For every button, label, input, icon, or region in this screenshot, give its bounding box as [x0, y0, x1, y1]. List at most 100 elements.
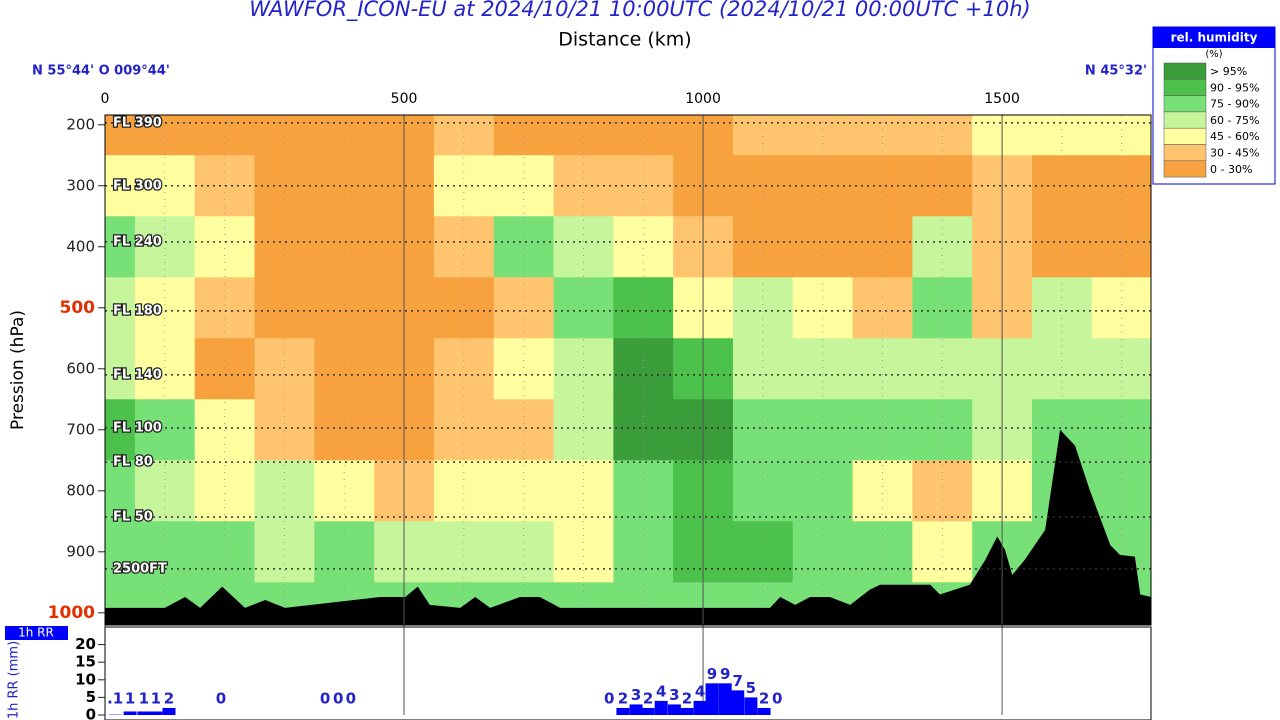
humidity-cell	[134, 115, 196, 156]
precip-y-label: 1h RR (mm)	[7, 641, 22, 719]
legend-title: rel. humidity	[1171, 31, 1258, 45]
precip-bar	[616, 707, 630, 715]
humidity-cell	[493, 115, 555, 156]
precip-bar	[137, 711, 151, 715]
humidity-cell	[852, 338, 913, 400]
humidity-cell	[105, 216, 136, 278]
y-tick-label: 400	[66, 237, 95, 255]
humidity-cell	[134, 521, 196, 583]
legend-label: > 95%	[1210, 65, 1247, 78]
humidity-cell	[254, 216, 315, 278]
y-tick-label: 500	[60, 298, 96, 318]
humidity-cell	[732, 277, 794, 339]
precip-frame	[104, 626, 1152, 720]
precip-value-label: 3	[669, 686, 679, 704]
humidity-cell	[553, 277, 614, 339]
precip-value-label: 2	[682, 689, 692, 707]
humidity-cell	[1031, 216, 1093, 278]
humidity-cell	[852, 460, 913, 522]
humidity-cell	[194, 216, 256, 278]
precip-value-label: 9	[720, 665, 730, 683]
x-tick-label: 1000	[685, 91, 721, 107]
humidity-cell	[105, 338, 136, 400]
humidity-cell	[553, 216, 614, 278]
legend-label: 90 - 95%	[1210, 81, 1259, 94]
humidity-cell	[553, 115, 614, 156]
precip-y-tick-label: 15	[75, 653, 96, 671]
legend-unit: (%)	[1205, 49, 1222, 60]
humidity-cell	[912, 277, 973, 339]
precip-bar	[629, 704, 643, 715]
humidity-cell	[852, 521, 913, 583]
humidity-cell	[613, 338, 674, 400]
precip-value-label: 0	[216, 690, 226, 708]
precip-bar	[718, 683, 732, 715]
humidity-cell	[254, 521, 315, 583]
humidity-cell	[553, 521, 614, 583]
precip-bar	[162, 707, 176, 715]
humidity-cell	[1091, 216, 1151, 278]
precip-value-label: 0	[604, 690, 614, 708]
flight-level-label: FL 180	[113, 303, 162, 318]
humidity-cell	[254, 115, 315, 156]
humidity-cell	[792, 338, 854, 400]
humidity-cell	[433, 521, 495, 583]
y-tick-label: 1000	[48, 603, 95, 623]
humidity-cell	[105, 115, 136, 156]
precip-bar	[123, 711, 137, 715]
humidity-cell	[1031, 277, 1093, 339]
precip-value-label: 4	[656, 682, 666, 700]
y-tick-label: 700	[66, 420, 95, 438]
humidity-cell	[134, 277, 196, 339]
humidity-cell	[613, 216, 674, 278]
humidity-cell	[105, 277, 136, 339]
y-tick-label: 300	[66, 176, 95, 194]
humidity-cell	[732, 216, 794, 278]
humidity-cell	[613, 115, 674, 156]
flight-level-label: FL 240	[113, 234, 162, 249]
terrain	[105, 429, 1151, 625]
precip-bar	[693, 700, 707, 715]
humidity-cell	[912, 115, 973, 156]
humidity-cell	[852, 115, 913, 156]
humidity-cell	[105, 460, 136, 522]
precip-value-label: 7	[733, 672, 743, 690]
humidity-cell	[493, 521, 555, 583]
humidity-cell	[194, 460, 256, 522]
flight-level-label: FL 390	[113, 115, 162, 130]
legend-swatch	[1163, 160, 1207, 178]
humidity-cell	[433, 277, 495, 339]
precip-value-label: 0	[346, 690, 356, 708]
precip-value-label: 4	[695, 682, 705, 700]
flight-level-label: FL 100	[113, 420, 162, 435]
humidity-cell	[433, 115, 495, 156]
humidity-cell	[732, 460, 794, 522]
precip-bar	[641, 707, 655, 715]
x-axis-label: Distance (km)	[558, 29, 691, 51]
humidity-cell	[613, 521, 674, 583]
humidity-cell	[613, 460, 674, 522]
y-tick-label: 900	[66, 542, 95, 560]
legend-header	[1153, 27, 1275, 48]
precip-value-label: 2	[164, 689, 174, 707]
precip-value-label: 3	[631, 686, 641, 704]
humidity-cell	[105, 521, 136, 583]
x-tick-label: 500	[391, 91, 418, 107]
end-location: N 45°32'	[1085, 64, 1147, 79]
humidity-cell	[912, 338, 973, 400]
humidity-cell	[732, 115, 794, 156]
humidity-field	[105, 115, 1151, 625]
humidity-cell	[314, 460, 375, 522]
humidity-cell	[613, 277, 674, 339]
plot-frame	[104, 114, 1152, 626]
y-tick-label: 800	[66, 481, 95, 499]
humidity-cell	[314, 216, 375, 278]
humidity-cell	[792, 460, 854, 522]
overlay: FL 390 FL 300 FL 240 FL 180 FL 140 FL 100 FL 8…	[5, 26, 1276, 720]
flight-level-label: FL 140	[113, 367, 162, 382]
humidity-cell	[493, 277, 555, 339]
legend-swatch	[1163, 95, 1207, 113]
flight-level-label: FL 50	[113, 510, 153, 525]
humidity-cell	[134, 460, 196, 522]
